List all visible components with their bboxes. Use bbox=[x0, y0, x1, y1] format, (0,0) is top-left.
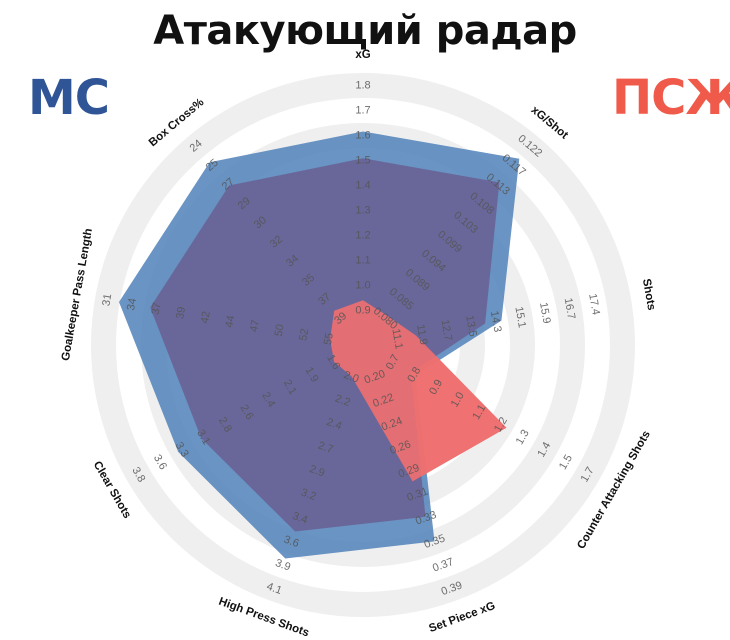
tick-label: 2.9 bbox=[308, 463, 326, 480]
axis-label: Shots bbox=[640, 278, 657, 312]
tick-label: 1.4 bbox=[355, 179, 370, 191]
tick-label: 47 bbox=[248, 319, 262, 333]
tick-label: 1.0 bbox=[355, 279, 370, 291]
tick-label: 0.9 bbox=[355, 304, 370, 316]
tick-label: 37 bbox=[150, 302, 164, 316]
tick-label: 50 bbox=[273, 323, 287, 337]
tick-label: 14.3 bbox=[488, 310, 504, 333]
team-label-psg: ПСЖ bbox=[612, 70, 730, 126]
tick-label: 13.5 bbox=[463, 314, 479, 337]
tick-label: 11.9 bbox=[414, 324, 429, 346]
tick-label: 2.2 bbox=[333, 393, 351, 410]
tick-label: 39 bbox=[174, 306, 188, 320]
tick-label: 42 bbox=[199, 310, 213, 324]
chart-title: Атакующий радар bbox=[153, 8, 577, 54]
tick-label: 2.4 bbox=[325, 416, 343, 433]
tick-label: 3.6 bbox=[282, 534, 300, 551]
tick-label: 1.6 bbox=[355, 129, 370, 141]
axis-label: xG bbox=[355, 49, 370, 61]
tick-label: 1.5 bbox=[355, 154, 370, 166]
tick-label: 4.1 bbox=[265, 581, 283, 598]
tick-label: 55 bbox=[322, 332, 336, 346]
tick-label: 3.4 bbox=[291, 510, 309, 527]
tick-label: 44 bbox=[223, 315, 237, 329]
tick-label: 1.8 bbox=[355, 79, 370, 91]
tick-label: 12.7 bbox=[439, 319, 455, 342]
tick-label: 52 bbox=[297, 328, 311, 342]
axis-label: Goalkeeper Pass Length bbox=[60, 227, 95, 361]
tick-label: 2.0 bbox=[342, 369, 360, 386]
tick-label: 16.7 bbox=[562, 297, 578, 320]
tick-label: 1.1 bbox=[355, 254, 370, 266]
tick-label: 31 bbox=[100, 293, 114, 307]
team-label-mc: МС bbox=[28, 70, 110, 126]
tick-label: 15.1 bbox=[512, 306, 528, 329]
tick-label: 3.9 bbox=[274, 557, 292, 574]
series-polygon-psg-top bbox=[330, 300, 507, 482]
tick-label: 2.7 bbox=[316, 440, 334, 457]
tick-label: 15.9 bbox=[537, 301, 553, 324]
tick-label: 17.4 bbox=[586, 293, 602, 316]
tick-label: 1.2 bbox=[355, 229, 370, 241]
tick-label: 1.3 bbox=[355, 204, 370, 216]
tick-label: 1.7 bbox=[355, 104, 370, 116]
tick-label: 34 bbox=[125, 297, 139, 311]
tick-label: 11.1 bbox=[389, 328, 404, 350]
tick-label: 3.2 bbox=[299, 487, 317, 504]
